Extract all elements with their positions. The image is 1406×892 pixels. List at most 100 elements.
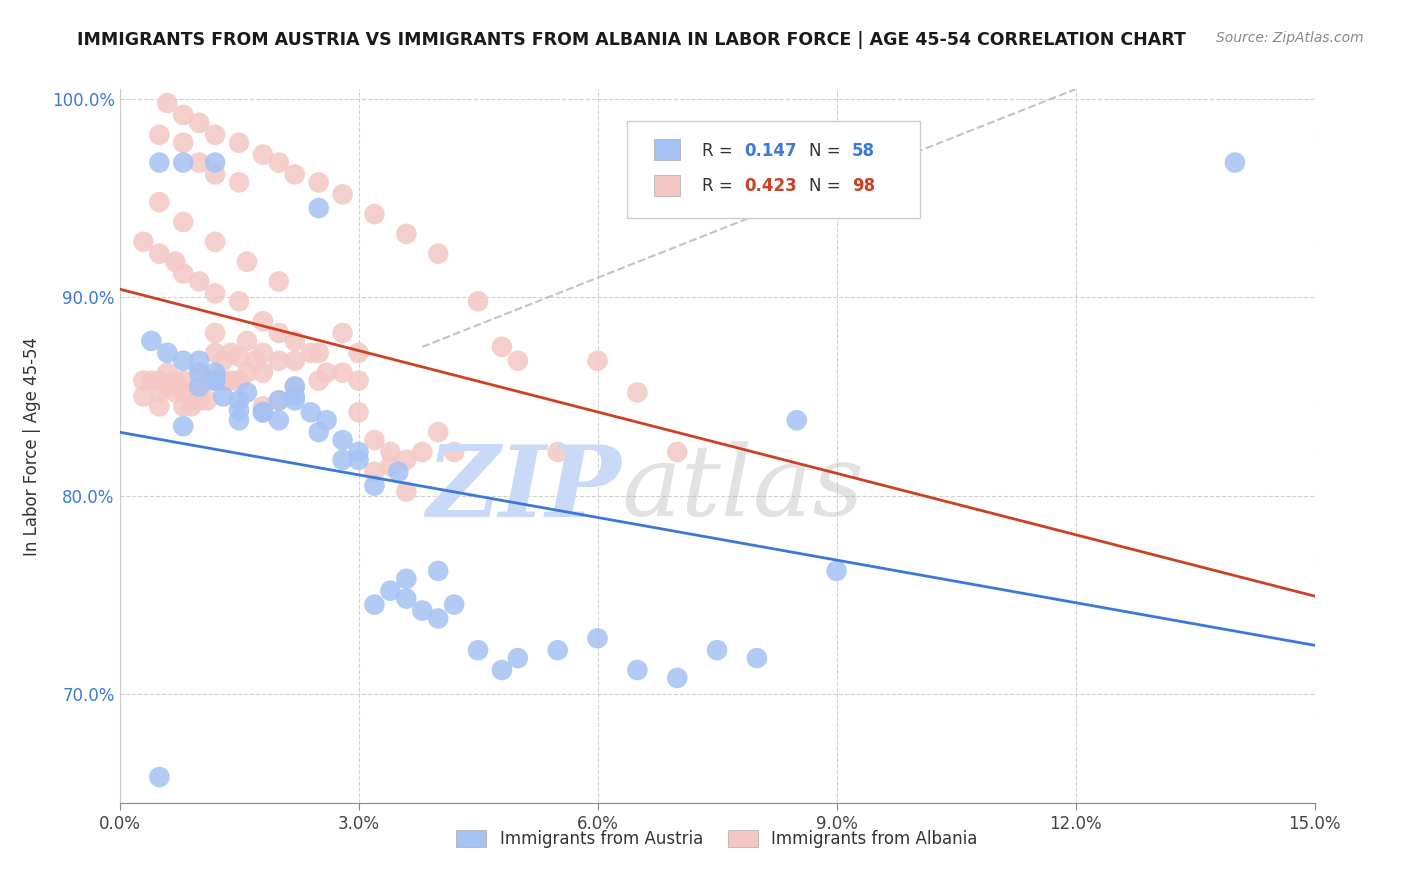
Point	[141, 334, 163, 348]
Point	[204, 235, 226, 249]
Point	[180, 385, 202, 400]
Text: 0.423: 0.423	[745, 178, 797, 195]
Point	[172, 419, 194, 434]
Point	[332, 366, 354, 380]
Point	[228, 175, 250, 189]
Point	[132, 235, 155, 249]
Point	[626, 385, 648, 400]
Point	[666, 445, 689, 459]
Point	[427, 425, 450, 439]
Point	[252, 147, 274, 161]
Point	[347, 346, 370, 360]
Point	[172, 136, 194, 150]
Point	[363, 598, 385, 612]
Point	[666, 671, 689, 685]
Point	[745, 651, 768, 665]
Point	[332, 433, 354, 447]
Point	[188, 366, 211, 380]
Point	[204, 374, 226, 388]
Point	[156, 96, 179, 111]
Point	[506, 651, 529, 665]
Point	[308, 201, 330, 215]
Point	[308, 374, 330, 388]
Point	[148, 246, 170, 260]
Point	[427, 611, 450, 625]
Point	[347, 374, 370, 388]
Point	[188, 116, 211, 130]
Point	[148, 770, 170, 784]
Text: 0.147: 0.147	[745, 142, 797, 160]
Point	[204, 168, 226, 182]
Point	[284, 379, 307, 393]
Point	[395, 572, 418, 586]
Text: R =: R =	[702, 142, 738, 160]
Point	[204, 366, 226, 380]
Point	[411, 603, 433, 617]
Point	[363, 465, 385, 479]
Point	[467, 294, 489, 309]
Point	[252, 400, 274, 414]
Point	[395, 227, 418, 241]
Point	[332, 326, 354, 340]
Point	[315, 413, 337, 427]
Point	[427, 246, 450, 260]
Point	[626, 663, 648, 677]
Point	[267, 275, 290, 289]
Point	[443, 445, 465, 459]
Point	[284, 389, 307, 403]
Text: N =: N =	[808, 178, 846, 195]
Point	[243, 353, 266, 368]
FancyBboxPatch shape	[654, 139, 681, 160]
Y-axis label: In Labor Force | Age 45-54: In Labor Force | Age 45-54	[22, 336, 41, 556]
Point	[267, 413, 290, 427]
Point	[308, 346, 330, 360]
Point	[267, 155, 290, 169]
Point	[236, 385, 259, 400]
Point	[156, 346, 179, 360]
Point	[315, 366, 337, 380]
Point	[188, 379, 211, 393]
Point	[228, 393, 250, 408]
Point	[172, 353, 194, 368]
Point	[180, 400, 202, 414]
Point	[308, 175, 330, 189]
Text: ZIP: ZIP	[426, 441, 621, 537]
Point	[411, 445, 433, 459]
Point	[395, 484, 418, 499]
Point	[267, 326, 290, 340]
Point	[195, 393, 218, 408]
Point	[188, 366, 211, 380]
Point	[284, 353, 307, 368]
Point	[188, 275, 211, 289]
Point	[148, 385, 170, 400]
Point	[219, 346, 242, 360]
Point	[172, 267, 194, 281]
Point	[363, 478, 385, 492]
Point	[380, 458, 402, 473]
Text: 58: 58	[852, 142, 875, 160]
Point	[204, 374, 226, 388]
Point	[332, 453, 354, 467]
Point	[219, 374, 242, 388]
Point	[443, 598, 465, 612]
Point	[228, 136, 250, 150]
Point	[347, 453, 370, 467]
Point	[252, 314, 274, 328]
FancyBboxPatch shape	[654, 175, 681, 195]
Point	[228, 403, 250, 417]
Point	[188, 353, 211, 368]
Point	[825, 564, 848, 578]
Point	[299, 346, 322, 360]
Point	[228, 413, 250, 427]
Point	[204, 374, 226, 388]
Point	[212, 374, 235, 388]
Point	[141, 374, 163, 388]
Point	[188, 155, 211, 169]
Point	[252, 405, 274, 419]
Point	[172, 385, 194, 400]
Point	[156, 379, 179, 393]
Point	[586, 632, 609, 646]
Point	[395, 591, 418, 606]
Point	[380, 583, 402, 598]
Point	[204, 128, 226, 142]
